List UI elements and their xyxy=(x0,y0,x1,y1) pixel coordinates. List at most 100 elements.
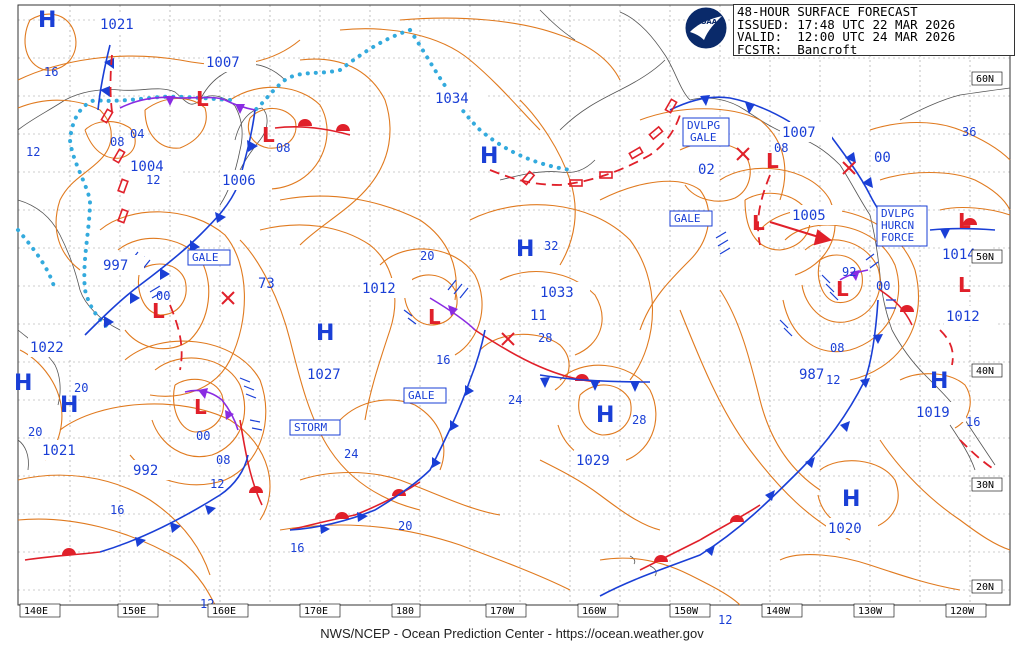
pressure-label-l2: 1004 xyxy=(130,159,164,175)
low-center-9: L xyxy=(958,209,971,233)
pressure-label-h5: 1029 xyxy=(576,453,610,469)
low-centers: L L L L L L L L L L xyxy=(152,87,971,419)
noaa-logo-text: NOAA xyxy=(695,18,718,26)
lat-lon-grid xyxy=(18,5,1010,605)
troughs xyxy=(109,54,996,471)
lon-label: 170E xyxy=(304,606,328,617)
pressure-label-h2: 1034 xyxy=(435,91,469,107)
svg-text:02: 02 xyxy=(698,162,715,178)
low-center-3: L xyxy=(152,299,165,323)
warning-boxes: GALE STORM GALE GALE DVLPG GALE DVLPG HU… xyxy=(187,117,928,436)
svg-text:12: 12 xyxy=(826,373,840,387)
low-center-1: L xyxy=(196,87,209,111)
footer-credit: NWS/NCEP - Ocean Prediction Center - htt… xyxy=(320,626,704,641)
svg-text:24: 24 xyxy=(508,393,522,407)
svg-text:00: 00 xyxy=(874,150,891,166)
svg-text:12: 12 xyxy=(26,145,40,159)
longitude-labels: 140E 150E 160E 170E 180 170W 160W 150W 1… xyxy=(19,603,987,618)
warning-dvlpg-hurcn-line1: DVLPG xyxy=(881,207,914,220)
svg-text:24: 24 xyxy=(344,447,358,461)
high-center-1029: H xyxy=(596,403,614,428)
svg-text:36: 36 xyxy=(962,125,976,139)
pressure-label-h7: 1019 xyxy=(916,405,950,421)
warning-gale-2: GALE xyxy=(408,389,435,402)
pressure-labels: 1021 1034 1033 1027 1029 1020 1019 1021 … xyxy=(28,14,996,538)
svg-text:16: 16 xyxy=(436,353,450,367)
pressure-label-l6: 1012 xyxy=(362,281,396,297)
lon-label: 130W xyxy=(858,606,883,617)
svg-text:08: 08 xyxy=(774,141,788,155)
pressure-label-l4: 997 xyxy=(103,258,128,274)
svg-text:32: 32 xyxy=(544,239,558,253)
svg-text:16: 16 xyxy=(966,415,980,429)
lat-label: 30N xyxy=(976,480,994,491)
warm-front-bumps xyxy=(62,119,977,562)
forecast-header-box: 48-HOUR SURFACE FORECAST ISSUED: 17:48 U… xyxy=(733,4,1015,56)
svg-text:73: 73 xyxy=(258,276,275,292)
high-center-1021-nw: H xyxy=(38,8,56,33)
occluded-front-symbols xyxy=(165,96,860,420)
header-title: 48-HOUR SURFACE FORECAST xyxy=(737,4,918,19)
pressure-label-l11: 1012 xyxy=(946,309,980,325)
svg-text:28: 28 xyxy=(632,413,646,427)
svg-text:12: 12 xyxy=(718,613,732,627)
pressure-label-l8: 1005 xyxy=(792,208,826,224)
noaa-logo: NOAA xyxy=(684,6,728,50)
warning-dvlpg-hurcn-line3: FORCE xyxy=(881,231,914,244)
lon-label: 170W xyxy=(490,606,515,617)
low-center-5: L xyxy=(428,305,441,329)
svg-text:08: 08 xyxy=(830,341,844,355)
pressure-label-l1: 1007 xyxy=(206,55,240,71)
svg-text:08: 08 xyxy=(110,135,124,149)
high-centers: H H H H H H H H H xyxy=(14,8,948,512)
svg-text:11: 11 xyxy=(530,308,547,324)
pressure-label-h9: 1022 xyxy=(30,340,64,356)
svg-text:20: 20 xyxy=(28,425,42,439)
isobars xyxy=(17,13,1011,606)
lon-label: 180 xyxy=(396,606,414,617)
pressure-label-h4: 1027 xyxy=(307,367,341,383)
lat-label: 40N xyxy=(976,366,994,377)
map-frame xyxy=(17,4,1011,606)
pressure-label-l10: 1014 xyxy=(942,247,976,263)
lon-label: 160W xyxy=(582,606,607,617)
lon-label: 120W xyxy=(950,606,975,617)
pressure-label-l3: 1006 xyxy=(222,173,256,189)
lat-label: 60N xyxy=(976,74,994,85)
lon-label: 150W xyxy=(674,606,699,617)
warning-storm: STORM xyxy=(294,421,327,434)
lat-label: 20N xyxy=(976,582,994,593)
pressure-label-l9: 987 xyxy=(799,367,824,383)
high-center-1019: H xyxy=(930,369,948,394)
low-center-10: L xyxy=(958,273,971,297)
svg-text:00: 00 xyxy=(156,289,170,303)
svg-text:08: 08 xyxy=(276,141,290,155)
warning-dvlpg-gale-line1: DVLPG xyxy=(687,119,720,132)
pressure-label-h6: 1020 xyxy=(828,521,862,537)
high-center-west-edge: H xyxy=(14,371,32,396)
warning-dvlpg-gale-line2: GALE xyxy=(690,131,717,144)
svg-text:28: 28 xyxy=(538,331,552,345)
svg-text:12: 12 xyxy=(146,173,160,187)
pressure-label-h1: 1021 xyxy=(100,17,134,33)
lon-label: 140E xyxy=(24,606,48,617)
high-center-1033: H xyxy=(516,237,534,262)
svg-text:16: 16 xyxy=(290,541,304,555)
low-center-4: L xyxy=(194,395,207,419)
header-forecaster: FCSTR: Bancroft xyxy=(737,41,858,57)
svg-text:00: 00 xyxy=(876,279,890,293)
lon-label: 160E xyxy=(212,606,236,617)
isobar-value-labels: 16 12 04 08 08 12 00 00 08 12 16 20 24 2… xyxy=(26,65,980,627)
low-center-7: L xyxy=(752,211,765,235)
cold-fronts xyxy=(84,44,996,597)
warning-dvlpg-hurcn-line2: HURCN xyxy=(881,219,914,232)
svg-text:08: 08 xyxy=(216,453,230,467)
warning-gale-1: GALE xyxy=(192,251,219,264)
high-center-1027: H xyxy=(316,321,334,346)
pressure-label-l5: 992 xyxy=(133,463,158,479)
low-center-8: L xyxy=(836,277,849,301)
svg-text:16: 16 xyxy=(44,65,58,79)
svg-text:00: 00 xyxy=(196,429,210,443)
svg-text:20: 20 xyxy=(420,249,434,263)
